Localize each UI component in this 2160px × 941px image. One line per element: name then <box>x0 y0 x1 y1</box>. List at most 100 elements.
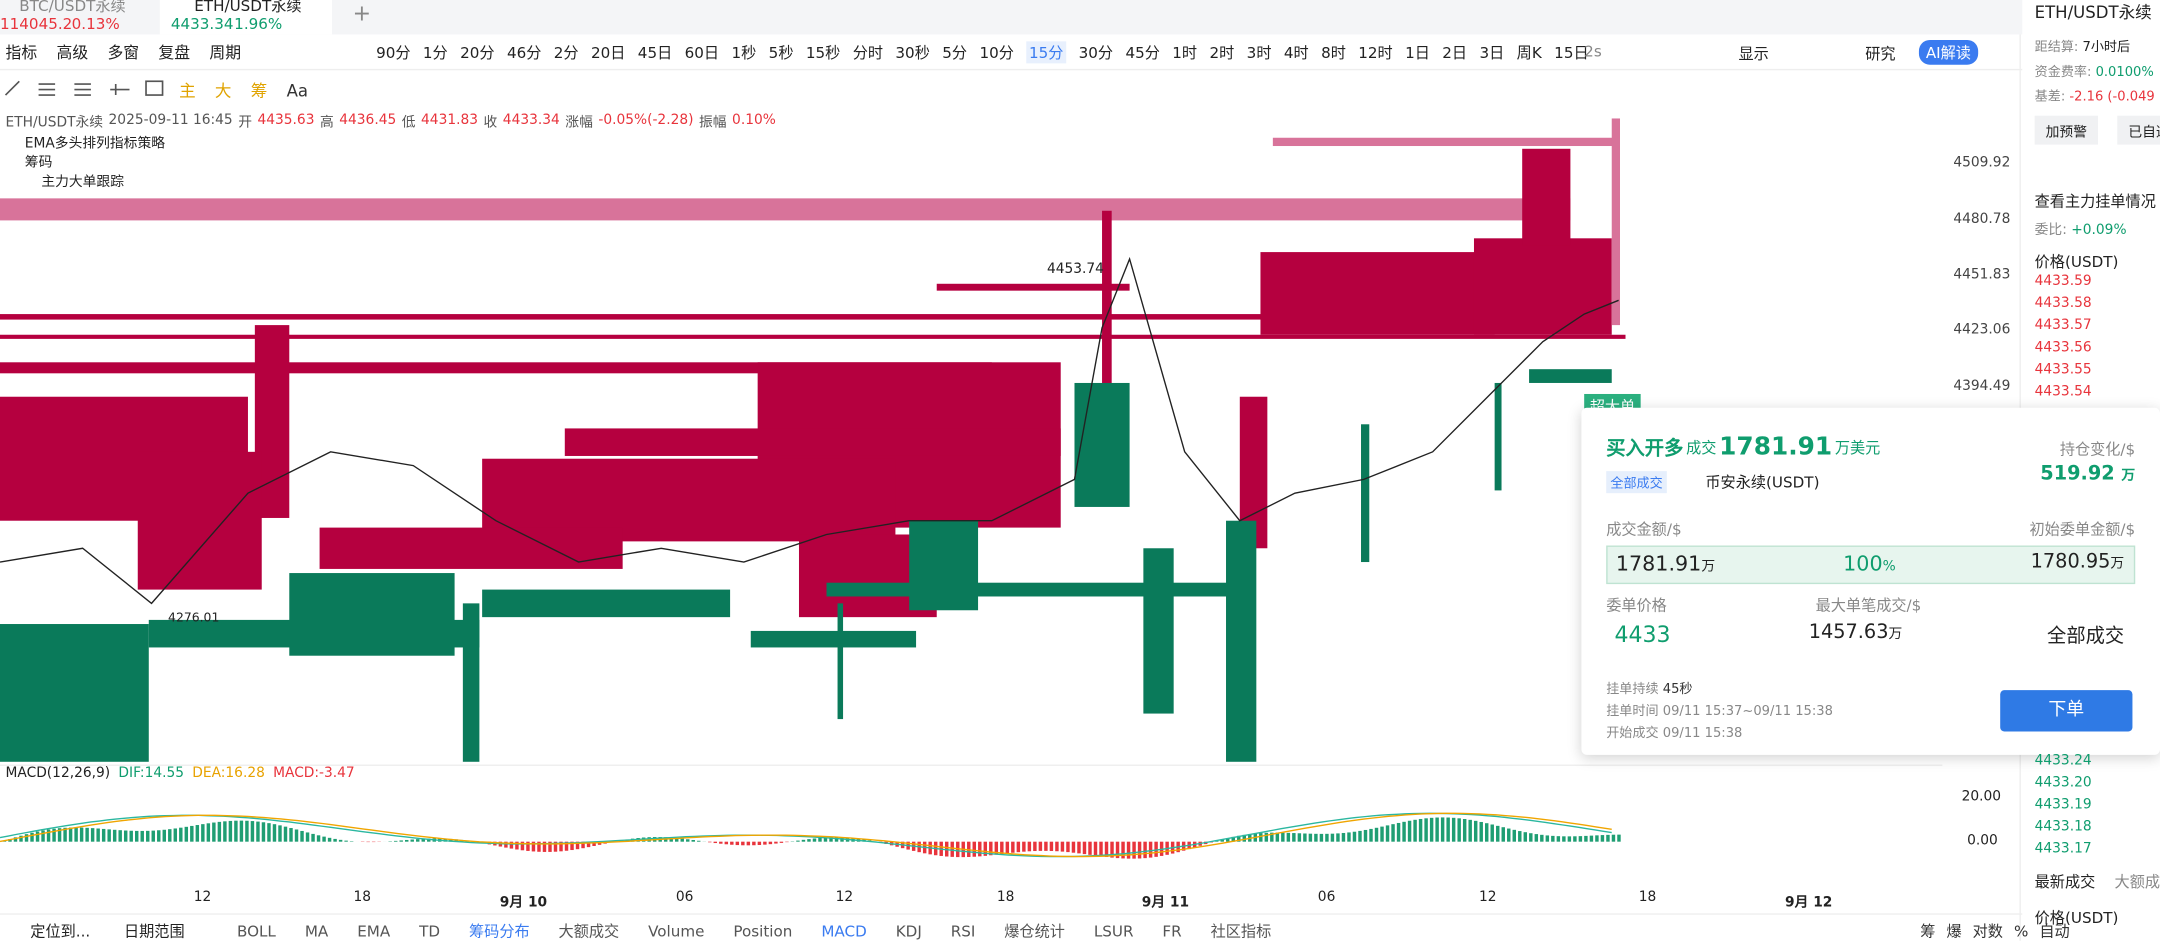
indicator-tab[interactable]: MA <box>304 922 329 941</box>
date-range[interactable]: 日期范围 <box>123 922 185 941</box>
interval[interactable]: 1秒 <box>731 44 757 62</box>
research[interactable]: 研究 <box>1865 45 1896 64</box>
macd-bar <box>1363 829 1368 842</box>
indicator-tab[interactable]: 大额成交 <box>558 922 620 941</box>
order-button[interactable]: 下单 <box>2000 690 2133 732</box>
macd-bar <box>267 823 271 842</box>
axis-option[interactable]: 筹 <box>1920 922 1936 941</box>
legend-change: -0.05%(-2.28) <box>598 112 694 129</box>
macd-bar <box>1523 832 1528 842</box>
indicator-tab[interactable]: LSUR <box>1093 922 1134 941</box>
interval[interactable]: 2日 <box>1442 44 1468 62</box>
interval[interactable]: 15秒 <box>805 44 841 62</box>
interval[interactable]: 46分 <box>506 44 542 62</box>
axis-option[interactable]: 自动 <box>2039 922 2070 941</box>
annotation: 4276.01 <box>168 611 220 626</box>
time-label: 18 <box>996 889 1015 906</box>
tab[interactable]: 大额成交 <box>2114 873 2160 892</box>
indicator[interactable]: EMA多头排列指标策略 <box>24 136 166 152</box>
interval[interactable]: 5分 <box>942 44 968 62</box>
indicator-tab[interactable]: RSI <box>950 922 976 941</box>
draw-tool[interactable]: Aa <box>286 80 309 100</box>
draw-tool[interactable]: 筹 <box>250 81 268 101</box>
tab-name[interactable]: ETH/USDT永续 <box>194 0 302 16</box>
interval[interactable]: 45日 <box>637 44 673 62</box>
indicator-tab[interactable]: TD <box>419 922 441 941</box>
legend-low: 4431.83 <box>421 112 479 129</box>
macd-bar <box>1000 841 1004 855</box>
tab[interactable]: 最新成交 <box>2034 873 2096 892</box>
macd-bar <box>989 841 993 856</box>
tab-active[interactable] <box>159 0 332 35</box>
label: 最大单笔成交/$ <box>1815 596 1922 615</box>
toolbar-item[interactable]: 复盘 <box>158 42 191 62</box>
macd-bar <box>74 827 78 842</box>
alert-button[interactable]: 加预警 <box>2034 115 2099 145</box>
indicator-tab[interactable]: EMA <box>357 922 391 941</box>
interval[interactable]: 45分 <box>1125 44 1160 62</box>
macd-bar <box>410 839 414 842</box>
locate[interactable]: 定位到... <box>30 922 91 941</box>
macd-bar <box>261 822 266 842</box>
toolbar-item[interactable]: 多窗 <box>107 42 140 62</box>
interval[interactable]: 30秒 <box>895 44 930 62</box>
macd-bar <box>1038 841 1043 851</box>
interval[interactable]: 8时 <box>1321 44 1346 62</box>
indicator-tab[interactable]: BOLL <box>236 922 276 941</box>
indicator-tab[interactable]: MACD <box>821 922 867 941</box>
interval[interactable]: 分时 <box>852 44 884 62</box>
indicator-tab[interactable]: 爆仓统计 <box>1004 922 1065 941</box>
macd-bar <box>278 825 282 842</box>
interval[interactable]: 20分 <box>460 44 495 62</box>
indicator-tab[interactable]: Volume <box>648 922 705 941</box>
interval[interactable]: 2时 <box>1209 44 1235 62</box>
tab-change: 0.13% <box>71 15 120 34</box>
macd-bar <box>1435 817 1439 842</box>
indicator[interactable]: 主力大单跟踪 <box>41 174 124 191</box>
value: -2.16 (-0.049 <box>2069 89 2155 105</box>
interval[interactable]: 12时 <box>1358 44 1393 62</box>
toolbar-item[interactable]: 指标 <box>5 42 38 62</box>
axis-option[interactable]: 爆 <box>1946 922 1962 941</box>
macd-bar <box>509 841 514 849</box>
interval[interactable]: 10分 <box>979 44 1014 62</box>
indicator[interactable]: 筹码 <box>24 155 53 171</box>
ai-button[interactable]: AI解读 <box>1918 39 1978 65</box>
indicator-tab[interactable]: FR <box>1162 922 1182 941</box>
interval[interactable]: 1日 <box>1405 44 1430 62</box>
toolbar-item[interactable]: 高级 <box>56 42 89 62</box>
macd-bar <box>239 820 244 842</box>
macd-bar <box>1303 833 1307 842</box>
interval[interactable]: 1分 <box>422 44 448 62</box>
interval[interactable]: 15日 <box>1554 44 1589 62</box>
headline: 买入开多 成交 1781.91 万美元 <box>1606 433 1880 462</box>
interval[interactable]: 30分 <box>1078 44 1114 62</box>
axis-option[interactable]: % <box>2013 922 2029 941</box>
toolbar-item[interactable]: 周期 <box>209 42 242 62</box>
draw-tool[interactable]: 主 <box>179 81 196 101</box>
action: 买入开多 <box>1606 437 1684 460</box>
saved-button[interactable]: 已自选 <box>2117 115 2160 145</box>
indicator-tabs: BOLL MA EMA TD 筹码分布 大额成交 Volume Position MACD KDJ… <box>237 920 1271 941</box>
interval[interactable]: 3日 <box>1479 44 1505 62</box>
add-tab[interactable]: + <box>352 0 372 27</box>
axis-option[interactable]: 对数 <box>1972 922 2003 941</box>
refresh[interactable]: 2s <box>1584 42 1602 61</box>
indicator-tab[interactable]: KDJ <box>895 922 922 941</box>
interval[interactable]: 2分 <box>553 44 579 62</box>
display[interactable]: 显示 <box>1738 45 1769 64</box>
interval[interactable]: 60日 <box>684 44 720 62</box>
interval[interactable]: 1时 <box>1172 44 1198 62</box>
indicator-tab[interactable]: Position <box>733 922 793 941</box>
draw-tool[interactable]: 大 <box>214 81 232 101</box>
interval[interactable]: 4时 <box>1283 44 1309 62</box>
interval[interactable]: 3时 <box>1246 44 1272 62</box>
interval[interactable]: 5秒 <box>768 44 794 62</box>
indicator-tab[interactable]: 社区指标 <box>1210 922 1272 941</box>
interval[interactable]: 20日 <box>590 44 626 62</box>
tab-name[interactable]: BTC/USDT永续 <box>19 0 126 16</box>
indicator-tab[interactable]: 筹码分布 <box>469 922 530 941</box>
interval[interactable]: 15分 <box>1026 41 1067 64</box>
interval[interactable]: 90分 <box>376 44 411 62</box>
interval[interactable]: 周K <box>1516 44 1542 62</box>
